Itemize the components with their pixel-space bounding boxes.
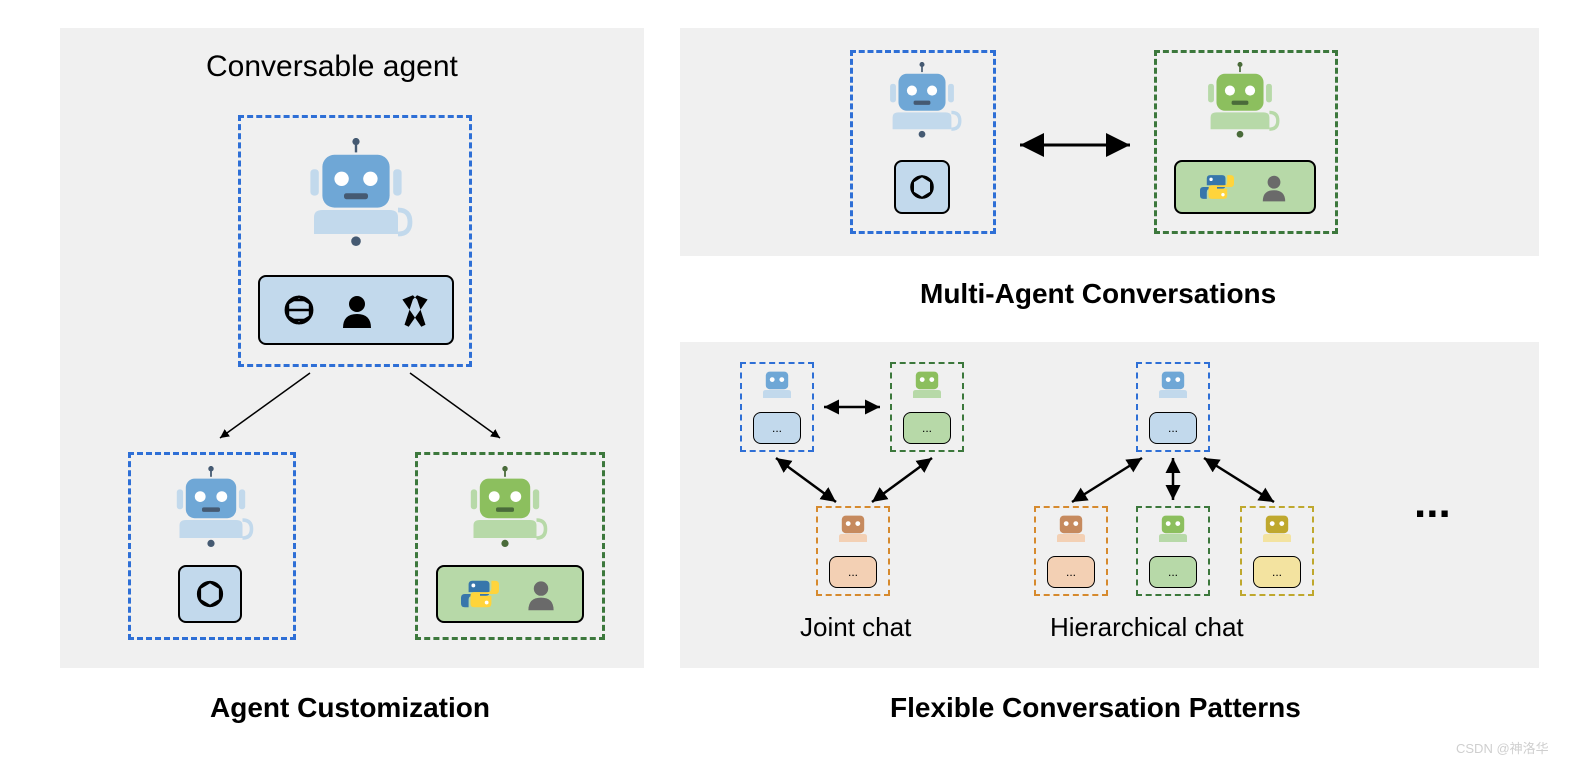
agent-customization-title: Agent Customization bbox=[210, 692, 490, 724]
openai-icon bbox=[904, 169, 940, 205]
arrow-left-child bbox=[210, 368, 320, 448]
robot-icon-green-child bbox=[460, 466, 550, 556]
conversable-agent-title: Conversable agent bbox=[206, 50, 458, 84]
ellipsis-label: ... bbox=[1066, 565, 1076, 579]
cap-hc-green: ... bbox=[1149, 556, 1197, 588]
double-arrow-hc-m bbox=[1162, 452, 1184, 506]
robot-icon-jc-orange bbox=[833, 510, 873, 550]
big-ellipsis: ... bbox=[1414, 478, 1451, 528]
robot-icon-tr-blue bbox=[880, 62, 964, 146]
cap-jc-orange: ... bbox=[829, 556, 877, 588]
robot-icon-tr-green bbox=[1198, 62, 1282, 146]
robot-icon-blue-big bbox=[296, 138, 416, 258]
double-arrow-jc-top bbox=[816, 396, 888, 418]
double-arrow-hc-r bbox=[1194, 450, 1284, 510]
hammer-icon bbox=[394, 289, 436, 331]
person-icon bbox=[337, 290, 377, 330]
robot-icon-jc-blue bbox=[757, 366, 797, 406]
ellipsis-label: ... bbox=[922, 421, 932, 435]
robot-icon-jc-green bbox=[907, 366, 947, 406]
watermark-text: CSDN @神洛华 bbox=[1456, 738, 1549, 757]
person-icon bbox=[523, 576, 559, 612]
double-arrow-hc-l bbox=[1062, 450, 1152, 510]
person-icon bbox=[1258, 171, 1290, 203]
multi-agent-title: Multi-Agent Conversations bbox=[920, 278, 1276, 310]
robot-icon-hc-blue bbox=[1153, 366, 1193, 406]
openai-icon bbox=[277, 288, 321, 332]
capability-tr-green bbox=[1174, 160, 1316, 214]
robot-icon-hc-green bbox=[1153, 510, 1193, 550]
python-icon bbox=[461, 575, 499, 613]
double-arrow-jc-bl bbox=[766, 450, 846, 510]
ellipsis-label: ... bbox=[772, 421, 782, 435]
cap-hc-orange: ... bbox=[1047, 556, 1095, 588]
cap-hc-yellow: ... bbox=[1253, 556, 1301, 588]
capability-tr-blue bbox=[894, 160, 950, 214]
hierarchical-chat-label: Hierarchical chat bbox=[1050, 612, 1244, 643]
flexible-patterns-title: Flexible Conversation Patterns bbox=[890, 692, 1301, 724]
ellipsis-label: ... bbox=[1168, 421, 1178, 435]
cap-jc-green: ... bbox=[903, 412, 951, 444]
double-arrow-tr bbox=[1010, 130, 1140, 160]
ellipsis-label: ... bbox=[1168, 565, 1178, 579]
python-icon bbox=[1200, 170, 1234, 204]
capability-box-green-child bbox=[436, 565, 584, 623]
cap-jc-blue: ... bbox=[753, 412, 801, 444]
robot-icon-hc-yellow bbox=[1257, 510, 1297, 550]
arrow-right-child bbox=[400, 368, 510, 448]
ellipsis-label: ... bbox=[1272, 565, 1282, 579]
capability-box-blue-child bbox=[178, 565, 242, 623]
joint-chat-label: Joint chat bbox=[800, 612, 911, 643]
capability-box-big bbox=[258, 275, 454, 345]
ellipsis-label: ... bbox=[848, 565, 858, 579]
robot-icon-hc-orange bbox=[1051, 510, 1091, 550]
robot-icon-blue-child bbox=[166, 466, 256, 556]
openai-icon bbox=[190, 574, 230, 614]
cap-hc-blue: ... bbox=[1149, 412, 1197, 444]
double-arrow-jc-br bbox=[862, 450, 942, 510]
